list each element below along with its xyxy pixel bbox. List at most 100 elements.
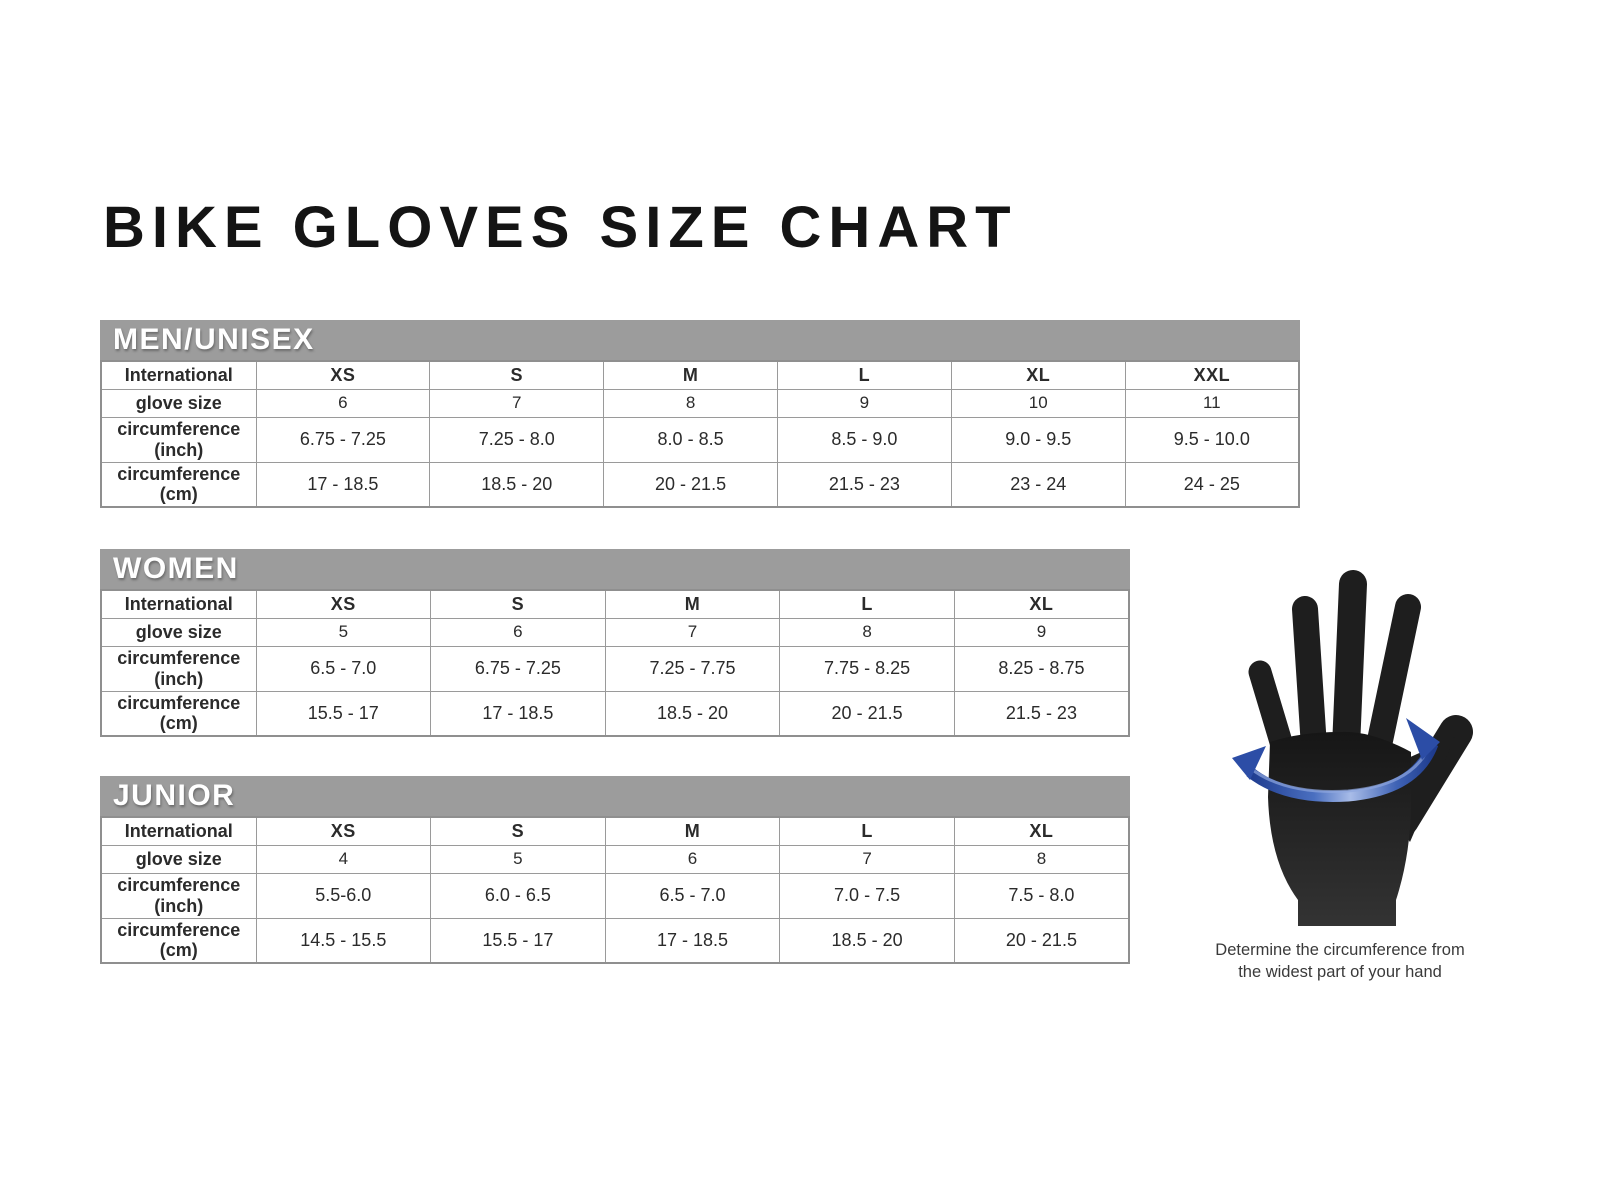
women-row-international: International XS S M L XL bbox=[100, 589, 1130, 619]
men-row-international: International XS S M L XL XXL bbox=[100, 360, 1300, 390]
women-glove-size-s: 6 bbox=[430, 617, 606, 647]
circumference-arrow-icon bbox=[1232, 718, 1440, 802]
junior-size-header-s: S bbox=[430, 816, 606, 846]
women-row-circumference-inch: circumference (inch) 6.5 - 7.0 6.75 - 7.… bbox=[100, 645, 1130, 692]
women-glove-size-m: 7 bbox=[604, 617, 781, 647]
junior-glove-size-xl: 8 bbox=[953, 844, 1130, 874]
men-row-label-glove-size: glove size bbox=[100, 388, 257, 418]
women-section: WOMEN International XS S M L XL glove si… bbox=[100, 549, 1130, 737]
circumference-word: circumference bbox=[117, 874, 241, 895]
men-row-label-international: International bbox=[100, 360, 257, 390]
women-circ-cm-l: 20 - 21.5 bbox=[779, 690, 955, 737]
women-circ-cm-s: 17 - 18.5 bbox=[430, 690, 606, 737]
women-circ-inch-s: 6.75 - 7.25 bbox=[430, 645, 606, 692]
men-size-header-m: M bbox=[603, 360, 778, 390]
women-row-circumference-cm: circumference (cm) 15.5 - 17 17 - 18.5 1… bbox=[100, 690, 1130, 737]
cm-unit-word: (cm) bbox=[159, 940, 198, 961]
women-table: International XS S M L XL glove size 5 6… bbox=[100, 589, 1130, 737]
men-unisex-section: MEN/UNISEX International XS S M L XL XXL… bbox=[100, 320, 1300, 508]
junior-row-circumference-cm: circumference (cm) 14.5 - 15.5 15.5 - 17… bbox=[100, 917, 1130, 964]
junior-glove-size-xs: 4 bbox=[255, 844, 432, 874]
women-row-label-circumference-cm: circumference (cm) bbox=[100, 690, 257, 737]
men-circ-inch-xxl: 9.5 - 10.0 bbox=[1124, 416, 1300, 463]
junior-size-header-xl: XL bbox=[953, 816, 1130, 846]
men-glove-size-xxl: 11 bbox=[1124, 388, 1300, 418]
men-circ-cm-xl: 23 - 24 bbox=[950, 461, 1126, 508]
women-circ-inch-xs: 6.5 - 7.0 bbox=[255, 645, 432, 692]
circumference-word: circumference bbox=[117, 692, 241, 713]
women-circ-inch-m: 7.25 - 7.75 bbox=[604, 645, 781, 692]
women-size-header-xl: XL bbox=[953, 589, 1130, 619]
men-glove-size-xl: 10 bbox=[950, 388, 1126, 418]
men-glove-size-xs: 6 bbox=[255, 388, 431, 418]
junior-circ-cm-l: 18.5 - 20 bbox=[779, 917, 955, 964]
men-size-header-s: S bbox=[429, 360, 605, 390]
junior-row-glove-size: glove size 4 5 6 7 8 bbox=[100, 844, 1130, 874]
junior-circ-inch-xl: 7.5 - 8.0 bbox=[953, 872, 1130, 919]
men-circ-inch-xs: 6.75 - 7.25 bbox=[255, 416, 431, 463]
inch-unit-word: (inch) bbox=[154, 439, 204, 460]
junior-circ-inch-l: 7.0 - 7.5 bbox=[779, 872, 955, 919]
hand-illustration: Determine the circumference from the wid… bbox=[1185, 552, 1495, 984]
hand-palm bbox=[1268, 731, 1411, 926]
women-band-title: WOMEN bbox=[113, 552, 239, 585]
hand-icon bbox=[1232, 570, 1473, 926]
women-circ-inch-xl: 8.25 - 8.75 bbox=[953, 645, 1130, 692]
women-row-label-international: International bbox=[100, 589, 257, 619]
junior-circ-cm-m: 17 - 18.5 bbox=[604, 917, 781, 964]
junior-row-international: International XS S M L XL bbox=[100, 816, 1130, 846]
men-size-header-xs: XS bbox=[255, 360, 431, 390]
men-circ-cm-s: 18.5 - 20 bbox=[429, 461, 605, 508]
women-glove-size-l: 8 bbox=[779, 617, 955, 647]
junior-glove-size-s: 5 bbox=[430, 844, 606, 874]
men-glove-size-s: 7 bbox=[429, 388, 605, 418]
women-size-header-m: M bbox=[604, 589, 781, 619]
junior-circ-cm-xs: 14.5 - 15.5 bbox=[255, 917, 432, 964]
junior-glove-size-l: 7 bbox=[779, 844, 955, 874]
women-size-header-l: L bbox=[779, 589, 955, 619]
men-glove-size-l: 9 bbox=[776, 388, 952, 418]
women-row-label-circumference-inch: circumference (inch) bbox=[100, 645, 257, 692]
circumference-word: circumference bbox=[117, 463, 241, 484]
men-circ-cm-xxl: 24 - 25 bbox=[1124, 461, 1300, 508]
men-unisex-band: MEN/UNISEX bbox=[100, 320, 1300, 360]
cm-unit-word: (cm) bbox=[159, 713, 198, 734]
men-circ-cm-xs: 17 - 18.5 bbox=[255, 461, 431, 508]
junior-circ-cm-xl: 20 - 21.5 bbox=[953, 917, 1130, 964]
junior-size-header-m: M bbox=[604, 816, 781, 846]
women-size-header-xs: XS bbox=[255, 589, 432, 619]
hand-caption: Determine the circumference from the wid… bbox=[1185, 940, 1495, 984]
men-row-circumference-inch: circumference (inch) 6.75 - 7.25 7.25 - … bbox=[100, 416, 1300, 463]
junior-section: JUNIOR International XS S M L XL glove s… bbox=[100, 776, 1130, 964]
men-unisex-band-title: MEN/UNISEX bbox=[113, 323, 315, 356]
men-row-circumference-cm: circumference (cm) 17 - 18.5 18.5 - 20 2… bbox=[100, 461, 1300, 508]
junior-band: JUNIOR bbox=[100, 776, 1130, 816]
junior-row-label-glove-size: glove size bbox=[100, 844, 257, 874]
junior-size-header-xs: XS bbox=[255, 816, 432, 846]
circumference-word: circumference bbox=[117, 418, 241, 439]
junior-circ-cm-s: 15.5 - 17 bbox=[430, 917, 606, 964]
hand-caption-line1: Determine the circumference from bbox=[1215, 941, 1465, 959]
junior-glove-size-m: 6 bbox=[604, 844, 781, 874]
women-circ-inch-l: 7.75 - 8.25 bbox=[779, 645, 955, 692]
men-row-label-circumference-cm: circumference (cm) bbox=[100, 461, 257, 508]
men-glove-size-m: 8 bbox=[603, 388, 778, 418]
men-circ-cm-m: 20 - 21.5 bbox=[603, 461, 778, 508]
cm-unit-word: (cm) bbox=[159, 484, 198, 505]
women-circ-cm-xl: 21.5 - 23 bbox=[953, 690, 1130, 737]
men-circ-inch-l: 8.5 - 9.0 bbox=[776, 416, 952, 463]
men-row-glove-size: glove size 6 7 8 9 10 11 bbox=[100, 388, 1300, 418]
women-band: WOMEN bbox=[100, 549, 1130, 589]
junior-band-title: JUNIOR bbox=[113, 779, 236, 812]
junior-circ-inch-xs: 5.5-6.0 bbox=[255, 872, 432, 919]
junior-size-header-l: L bbox=[779, 816, 955, 846]
junior-row-label-international: International bbox=[100, 816, 257, 846]
men-circ-cm-l: 21.5 - 23 bbox=[776, 461, 952, 508]
women-row-glove-size: glove size 5 6 7 8 9 bbox=[100, 617, 1130, 647]
men-size-header-xxl: XXL bbox=[1124, 360, 1300, 390]
junior-table: International XS S M L XL glove size 4 5… bbox=[100, 816, 1130, 964]
circumference-word: circumference bbox=[117, 647, 241, 668]
men-circ-inch-xl: 9.0 - 9.5 bbox=[950, 416, 1126, 463]
men-row-label-circumference-inch: circumference (inch) bbox=[100, 416, 257, 463]
